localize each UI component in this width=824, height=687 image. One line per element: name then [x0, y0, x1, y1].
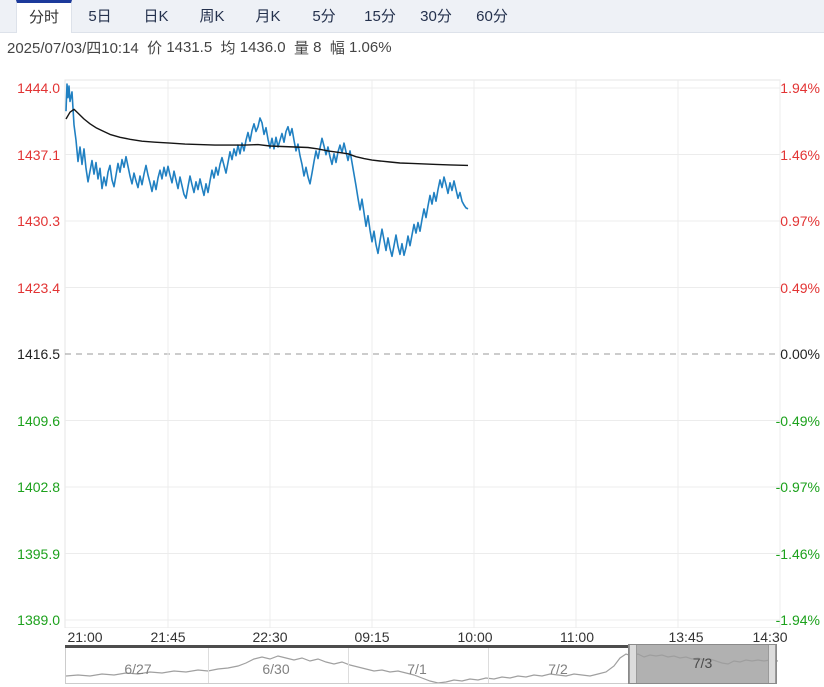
x-label-2: 22:30 [252, 629, 288, 645]
x-label-1: 21:45 [150, 629, 186, 645]
y-left-label-8: 1389.0 [17, 612, 60, 628]
navigator-day-71: 7/1 [407, 661, 427, 677]
y-right-label-3: 0.49% [780, 279, 820, 296]
x-label-5: 11:00 [560, 629, 594, 645]
avg-value: 1436.0 [239, 38, 286, 56]
x-label-6: 13:45 [668, 629, 704, 645]
y-right-label-8: -1.94% [775, 612, 820, 628]
navigator-selected-range[interactable]: 7/3 [628, 644, 777, 684]
y-left-label-4: 1416.5 [17, 346, 60, 362]
quote-datetime: 2025/07/03/四10:14 [7, 39, 139, 57]
avg-label: 均 [220, 39, 236, 57]
y-right-label-0: 1.94% [780, 80, 820, 96]
x-label-0: 21:00 [67, 629, 103, 645]
price-chart[interactable] [0, 60, 824, 628]
tab-daily[interactable]: 日K [143, 8, 169, 25]
y-right-label-7: -1.46% [775, 545, 820, 562]
range-label: 幅 [329, 39, 345, 57]
x-axis-baseline [65, 645, 628, 649]
price-value: 1431.5 [166, 38, 213, 56]
price-label: 价 [147, 39, 163, 57]
volume-value: 8 [313, 38, 322, 56]
navigator-day-627: 6/27 [124, 661, 152, 677]
navigator-day-separator [488, 648, 489, 683]
tab-intraday[interactable]: 分时 [16, 0, 72, 33]
y-right-label-1: 1.46% [780, 146, 820, 163]
volume-label: 量 [293, 39, 309, 57]
x-label-7: 14:30 [752, 629, 788, 645]
y-right-label-5: -0.49% [775, 412, 820, 429]
period-tabbar: 分时 5日 日K 周K 月K 5分 15分 30分 60分 [0, 0, 824, 33]
tab-60min[interactable]: 60分 [476, 8, 508, 25]
y-left-label-0: 1444.0 [17, 80, 60, 96]
y-right-label-2: 0.97% [780, 213, 820, 229]
x-label-4: 10:00 [457, 629, 493, 645]
range-value: 1.06% [349, 38, 392, 56]
tab-30min[interactable]: 30分 [420, 8, 452, 25]
navigator-selected-day-label: 7/3 [692, 655, 713, 671]
y-left-label-2: 1430.3 [17, 213, 60, 229]
tab-5day[interactable]: 5日 [88, 8, 112, 25]
y-right-label-4: 0.00% [780, 346, 820, 362]
y-right-label-6: -0.97% [775, 479, 820, 495]
y-left-label-7: 1395.9 [17, 545, 60, 562]
navigator-day-630: 6/30 [262, 661, 290, 677]
range-left-handle[interactable] [629, 645, 637, 683]
navigator-day-72: 7/2 [548, 661, 568, 677]
quote-info-bar: 2025/07/03/四10:14 价 1431.5 均 1436.0 量 8 … [0, 34, 824, 60]
y-left-label-6: 1402.8 [17, 479, 60, 495]
navigator-day-separator [348, 648, 349, 683]
navigator-day-separator [208, 648, 209, 683]
tab-15min[interactable]: 15分 [364, 8, 396, 25]
y-left-label-3: 1423.4 [17, 279, 60, 296]
x-label-3: 09:15 [354, 629, 390, 645]
y-left-label-1: 1437.1 [17, 146, 60, 163]
tab-monthly[interactable]: 月K [255, 8, 281, 25]
range-right-handle[interactable] [768, 645, 776, 683]
tab-5min[interactable]: 5分 [312, 8, 336, 25]
tab-weekly[interactable]: 周K [199, 8, 225, 25]
y-left-label-5: 1409.6 [17, 412, 60, 429]
